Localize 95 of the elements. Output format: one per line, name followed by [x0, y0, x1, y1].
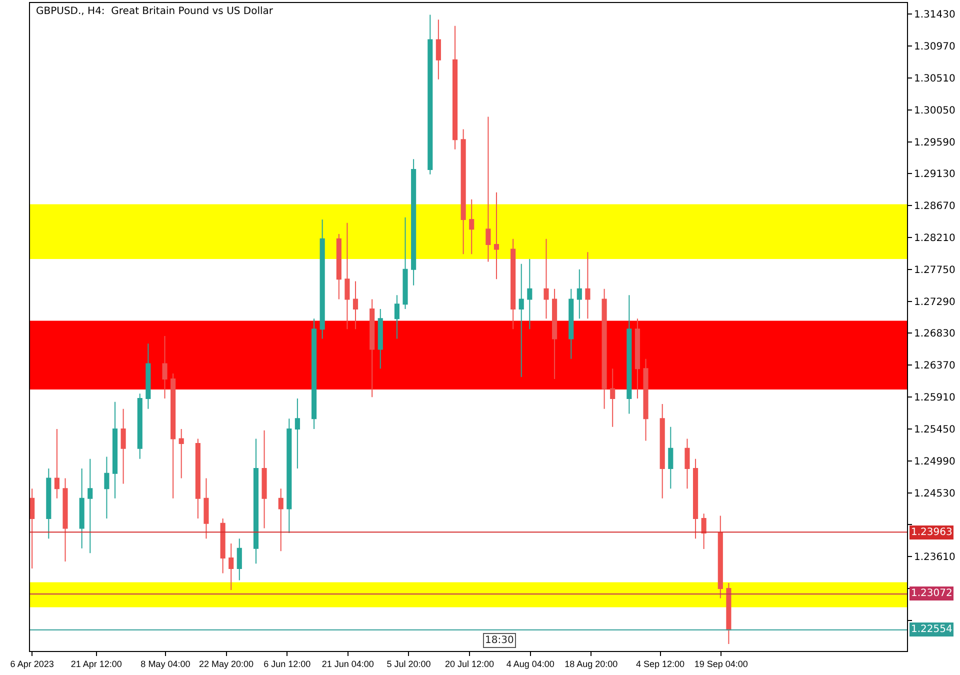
candlestick — [486, 116, 491, 262]
x-tick-label: 21 Jun 04:00 — [322, 658, 374, 669]
candlestick — [668, 426, 674, 490]
candlestick — [79, 468, 84, 549]
y-tick-label: 1.30050 — [914, 105, 956, 116]
x-tick-label: 8 May 04:00 — [140, 658, 190, 669]
candlestick — [378, 308, 383, 370]
candlestick — [585, 252, 590, 320]
y-tick-label: 1.25450 — [914, 424, 956, 436]
x-tick-label: 18 Aug 20:00 — [564, 658, 618, 669]
candlestick — [518, 263, 524, 378]
y-tick-label: 1.29130 — [914, 169, 956, 180]
candlestick — [320, 218, 325, 340]
y-tick-label: 1.23610 — [914, 552, 956, 564]
y-tick-label: 1.28670 — [914, 201, 956, 212]
x-tick-label: 19 Sep 04:00 — [694, 658, 748, 669]
candlestick — [643, 358, 648, 442]
y-tick-label: 1.31430 — [914, 10, 956, 21]
candlestick — [162, 336, 168, 399]
y-tick-label: 1.24990 — [914, 456, 956, 468]
x-tick-label: 4 Aug 04:00 — [506, 658, 554, 669]
candlestick — [411, 158, 416, 286]
candlestick — [626, 294, 632, 414]
x-tick-label: 4 Sep 12:00 — [636, 658, 685, 669]
y-tick-label: 1.30970 — [914, 42, 956, 53]
candlestick — [195, 438, 200, 519]
candlestick — [294, 398, 300, 470]
candlestick — [146, 343, 151, 410]
ref-line-label: 1.23072 — [911, 588, 952, 599]
candlestick — [46, 468, 52, 540]
candlestick — [692, 458, 698, 540]
y-tick-label: 1.24530 — [914, 488, 956, 500]
y-tick-label: 1.26830 — [914, 328, 956, 340]
candlestick — [137, 393, 142, 460]
candlestick — [469, 198, 474, 255]
candlestick — [236, 538, 242, 581]
candlestick — [701, 513, 706, 550]
candlestick — [286, 418, 292, 534]
candlestick — [352, 280, 358, 330]
candlestick — [112, 401, 118, 499]
candlestick — [544, 238, 549, 320]
candlestick — [54, 428, 60, 499]
candlestick — [660, 404, 665, 499]
x-tick-label: 20 Jul 12:00 — [445, 658, 494, 669]
x-tick-label: 5 Jul 20:00 — [386, 658, 431, 669]
x-tick-label: 21 Apr 12:00 — [70, 658, 122, 669]
candlestick — [336, 234, 342, 300]
candlestick — [344, 222, 350, 330]
chart-title: GBPUSD., H4: Great Britain Pound vs US Dollar — [36, 6, 274, 17]
candlestick — [428, 14, 433, 175]
candlestick — [253, 438, 259, 564]
x-tick-label: 6 Apr 2023 — [10, 658, 54, 669]
y-tick-label: 1.27750 — [914, 264, 956, 276]
candlestick — [610, 368, 616, 428]
x-tick-label: 6 Jun 12:00 — [264, 658, 311, 669]
y-tick-label: 1.26370 — [914, 360, 956, 372]
candlestick — [104, 456, 110, 519]
candlestick — [634, 318, 640, 399]
candlestick — [726, 582, 732, 645]
candlestick — [494, 192, 500, 280]
candlestick — [178, 428, 184, 479]
candlestick — [684, 438, 690, 490]
candlestick — [602, 288, 607, 410]
candlestick — [452, 25, 458, 150]
y-tick-label: 1.29590 — [914, 137, 956, 148]
candlestick — [394, 294, 400, 340]
candlestick — [576, 268, 582, 320]
y-tick-label: 1.25910 — [914, 392, 956, 404]
candlestick — [460, 128, 466, 255]
y-tick-label: 1.28210 — [914, 233, 956, 244]
candlestick — [88, 458, 93, 554]
candlestick — [436, 19, 441, 80]
candlestick — [402, 216, 408, 310]
candlestick — [62, 478, 68, 562]
candlestick — [552, 288, 558, 380]
candlestick — [30, 488, 35, 569]
candlestick — [718, 515, 723, 599]
candlestick — [527, 258, 532, 330]
candlestick — [220, 518, 226, 574]
y-tick-label: 1.27290 — [914, 296, 956, 308]
candlestick — [120, 408, 126, 484]
x-tick-label: 22 May 20:00 — [198, 658, 254, 669]
candlestick — [568, 288, 574, 360]
candlestick — [510, 238, 516, 330]
candlestick — [204, 478, 209, 540]
candlestick — [228, 542, 234, 590]
candlestick — [170, 372, 176, 499]
ref-line-label: 1.23963 — [911, 527, 952, 538]
candlestick — [370, 298, 375, 398]
y-tick-label: 1.30510 — [914, 73, 956, 84]
candlestick — [262, 430, 267, 529]
ref-line-label: 1.22554 — [911, 624, 952, 635]
candlestick — [278, 488, 284, 552]
candlestick — [312, 318, 317, 430]
annotation: 18:30 — [485, 635, 514, 646]
